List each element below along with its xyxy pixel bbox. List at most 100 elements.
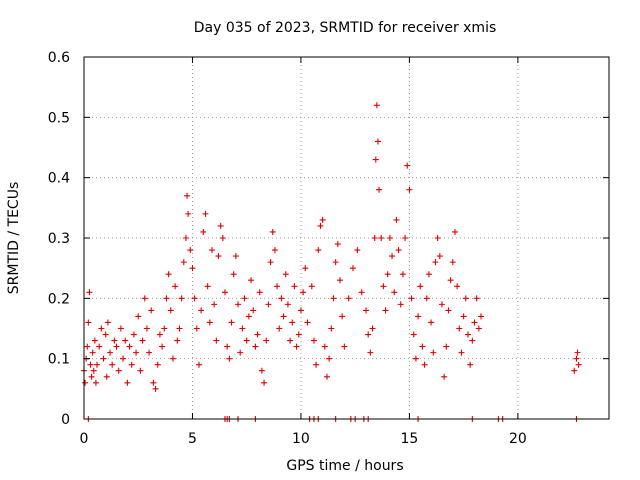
data-point xyxy=(330,295,337,302)
data-point xyxy=(363,307,370,314)
data-point xyxy=(213,337,220,344)
data-point xyxy=(146,349,153,356)
data-point xyxy=(295,331,302,338)
data-point xyxy=(143,325,150,332)
data-point xyxy=(219,235,226,241)
data-point xyxy=(100,355,107,362)
data-point xyxy=(574,349,581,356)
data-point xyxy=(406,186,413,193)
data-point xyxy=(180,259,187,266)
data-point xyxy=(211,301,218,308)
data-point xyxy=(156,331,163,338)
data-point xyxy=(404,162,411,169)
data-point xyxy=(248,277,255,284)
data-point xyxy=(391,289,398,296)
data-point xyxy=(475,325,482,332)
data-point xyxy=(89,349,96,356)
data-point xyxy=(374,138,381,145)
data-point xyxy=(408,295,415,302)
data-point xyxy=(86,289,93,296)
data-point xyxy=(321,343,328,350)
data-point xyxy=(193,325,200,332)
grid-lines xyxy=(84,57,609,419)
data-point xyxy=(282,271,289,278)
data-point xyxy=(256,289,263,296)
data-point xyxy=(261,379,268,386)
data-point xyxy=(423,295,430,302)
data-point xyxy=(208,247,215,254)
data-point xyxy=(384,271,391,278)
data-point xyxy=(139,337,146,344)
data-point xyxy=(315,247,322,254)
y-axis-label: SRMTID / TECUs xyxy=(6,182,22,295)
y-tick-label: 0.6 xyxy=(48,50,70,66)
data-point xyxy=(380,283,387,290)
data-point xyxy=(85,319,92,326)
data-point xyxy=(191,295,198,302)
data-point xyxy=(152,385,159,392)
data-point xyxy=(126,343,133,350)
data-point xyxy=(265,301,272,308)
x-axis-label: GPS time / hours xyxy=(286,458,403,474)
data-point xyxy=(313,361,320,368)
y-tick-label: 0.5 xyxy=(48,110,70,126)
data-point xyxy=(462,295,469,302)
data-point xyxy=(237,349,244,356)
data-point xyxy=(215,253,222,260)
y-tick-label: 0.1 xyxy=(48,352,70,368)
data-point xyxy=(369,325,376,332)
data-point xyxy=(310,337,317,344)
x-tick-label: 5 xyxy=(188,431,197,447)
data-point xyxy=(161,325,168,332)
data-point xyxy=(222,289,229,296)
data-point xyxy=(117,325,124,332)
data-point xyxy=(395,247,402,254)
data-point xyxy=(358,289,365,296)
data-point xyxy=(373,102,380,109)
data-point xyxy=(308,283,315,290)
data-point xyxy=(176,325,183,332)
data-point xyxy=(293,343,300,350)
data-point xyxy=(445,307,452,314)
data-point xyxy=(276,325,283,332)
data-point xyxy=(87,361,94,368)
data-point xyxy=(258,367,265,374)
x-tick-label: 15 xyxy=(400,431,418,447)
data-point xyxy=(345,295,352,302)
data-point xyxy=(467,361,474,368)
data-point xyxy=(326,355,333,362)
data-point xyxy=(410,331,417,338)
data-point xyxy=(386,235,393,241)
data-point xyxy=(339,313,346,320)
data-point xyxy=(82,379,89,386)
data-point xyxy=(94,361,101,368)
data-point xyxy=(88,373,95,380)
axis-ticks: 0 0.1 0.2 0.3 0.4 0.5 0.6 0 5 10 15 20 xyxy=(48,50,609,447)
data-point xyxy=(250,307,257,314)
data-point xyxy=(274,283,281,290)
data-point xyxy=(120,355,127,362)
data-point xyxy=(113,343,120,350)
data-point xyxy=(449,259,456,266)
data-point xyxy=(90,367,97,374)
data-point xyxy=(372,156,379,163)
data-point xyxy=(200,228,207,235)
data-point xyxy=(473,295,480,302)
data-point xyxy=(297,307,304,314)
data-point xyxy=(460,313,467,320)
data-point xyxy=(172,283,179,290)
data-point xyxy=(159,343,166,350)
data-point xyxy=(254,331,261,338)
data-point xyxy=(430,349,437,356)
data-point xyxy=(232,253,239,260)
data-point xyxy=(148,307,155,314)
data-point xyxy=(378,235,385,241)
data-point xyxy=(334,241,341,248)
data-point xyxy=(178,295,185,302)
data-point xyxy=(109,361,116,368)
data-point xyxy=(575,361,582,368)
data-point xyxy=(124,379,131,386)
data-point xyxy=(133,349,140,356)
data-point xyxy=(115,367,122,374)
